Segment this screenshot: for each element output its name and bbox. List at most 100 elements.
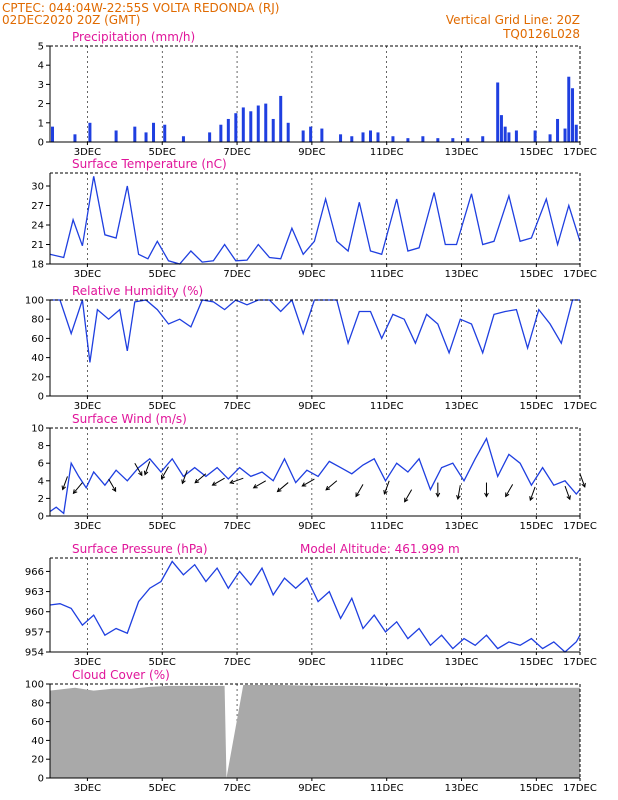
precip-bar [309, 126, 313, 142]
precip-bar [73, 134, 77, 142]
y-tick-label: 954 [25, 648, 44, 659]
precip-bar [496, 82, 500, 142]
wind-arrow-head [229, 479, 235, 485]
y-tick-label: 40 [31, 353, 44, 364]
x-tick-label: 11DEC [370, 269, 404, 280]
chart-panels: Precipitation (mm/h) 0 1 2 3 4 5 3DEC 5DEC 7DEC 9D… [25, 30, 597, 794]
precip-bar [181, 136, 185, 142]
panel-title: Surface Wind (m/s) [72, 412, 187, 426]
wind-arrow [181, 470, 188, 484]
y-tick-label: 966 [25, 567, 44, 578]
wind-arrow-head [435, 492, 441, 498]
x-tick-label: 5DEC [149, 657, 176, 668]
y-tick-label: 0 [38, 392, 44, 403]
x-tick-label: 13DEC [445, 783, 479, 794]
precip-bar [361, 132, 365, 142]
x-tick-label: 13DEC [445, 147, 479, 158]
precip-bar [391, 136, 395, 142]
panel-3: Surface Wind (m/s) 0 2 4 6 8 10 3DEC 5DEC 7DEC 9DE… [31, 412, 597, 532]
wind-arrow-head [211, 481, 217, 486]
x-tick-label: 13DEC [445, 269, 479, 280]
wind-arrow [505, 484, 514, 497]
wind-arrow [564, 485, 571, 500]
x-tick-label: 3DEC [74, 657, 101, 668]
wind-arrow [579, 473, 586, 488]
panel-title: Surface Pressure (hPa) [72, 542, 208, 556]
precip-bar [350, 136, 354, 142]
panel-title: Precipitation (mm/h) [72, 30, 195, 44]
x-tick-label: 9DEC [298, 147, 325, 158]
wind-arrow-head [111, 487, 117, 493]
precip-bar [114, 130, 118, 142]
x-tick-label: 13DEC [445, 521, 479, 532]
wind-arrow [229, 477, 244, 484]
wind-arrow [383, 480, 390, 495]
panel-4: Surface Pressure (hPa) Model Altitude: 46… [25, 542, 597, 668]
x-tick-label: 15DEC [519, 657, 553, 668]
precip-bar [152, 122, 156, 142]
x-tick-label: 5DEC [149, 521, 176, 532]
wind-arrow [212, 477, 225, 486]
precip-bar [533, 130, 537, 142]
y-tick-label: 100 [25, 296, 44, 307]
precip-bar [507, 132, 511, 142]
wind-arrow-head [383, 489, 388, 495]
wind-arrow-head [355, 492, 360, 498]
wind-arrow-head [566, 495, 571, 501]
wind-arrow-head [325, 485, 331, 491]
y-tick-label: 10 [31, 424, 44, 435]
x-tick-label: 5DEC [149, 401, 176, 412]
x-tick-label: 17DEC [563, 147, 597, 158]
precip-bar [574, 124, 578, 142]
precip-bar [563, 128, 567, 142]
wind-arrow-head [404, 497, 409, 503]
y-tick-label: 1 [38, 118, 44, 129]
precip-bar [339, 134, 343, 142]
precip-bar [499, 115, 503, 142]
wind-arrow [277, 482, 289, 492]
precip-bar [264, 103, 268, 142]
panel-title: Cloud Cover (%) [72, 668, 170, 682]
precip-bar [514, 130, 518, 142]
precip-bar [271, 118, 275, 142]
cloud-area [49, 684, 581, 778]
y-tick-label: 18 [31, 260, 44, 271]
precip-bar [51, 126, 55, 142]
wind-arrow-head [194, 478, 200, 484]
y-tick-label: 80 [31, 315, 44, 326]
x-tick-label: 9DEC [298, 657, 325, 668]
wind-arrow [404, 489, 413, 502]
panel-title: Relative Humidity (%) [72, 284, 203, 298]
precip-bar [503, 126, 507, 142]
precip-bar [301, 130, 305, 142]
y-tick-label: 21 [31, 240, 44, 251]
panel-0: Precipitation (mm/h) 0 1 2 3 4 5 3DEC 5DEC 7DEC 9D… [38, 30, 597, 158]
x-tick-label: 9DEC [298, 521, 325, 532]
y-tick-label: 5 [38, 42, 44, 53]
x-tick-label: 11DEC [370, 521, 404, 532]
x-tick-label: 17DEC [563, 657, 597, 668]
x-tick-label: 3DEC [74, 521, 101, 532]
wind-arrow [253, 480, 266, 489]
panel-5: Cloud Cover (%) 0 20 40 60 80 100 3DEC 5DEC 7DEC 9… [25, 668, 597, 794]
precip-bar [451, 138, 455, 142]
wind-arrow-head [252, 484, 258, 489]
y-tick-label: 60 [31, 717, 44, 728]
precip-bar [208, 132, 212, 142]
header-location: CPTEC: 044:04W-22:55S VOLTA REDONDA (RJ) [2, 1, 279, 15]
precip-bar [133, 126, 137, 142]
x-tick-label: 3DEC [74, 783, 101, 794]
panel-1: Surface Temperature (nC) 18 21 24 27 30 3DEC 5D… [31, 157, 597, 280]
precip-bar [88, 122, 92, 142]
precip-bar [144, 132, 148, 142]
wind-arrow-head [181, 479, 186, 485]
precip-bar [163, 124, 167, 142]
x-tick-label: 15DEC [519, 783, 553, 794]
x-tick-label: 7DEC [223, 657, 250, 668]
wind-arrow-head [581, 482, 586, 488]
precip-bar [286, 122, 290, 142]
precip-bar [226, 118, 230, 142]
wind-arrow [134, 462, 143, 476]
x-tick-label: 11DEC [370, 783, 404, 794]
